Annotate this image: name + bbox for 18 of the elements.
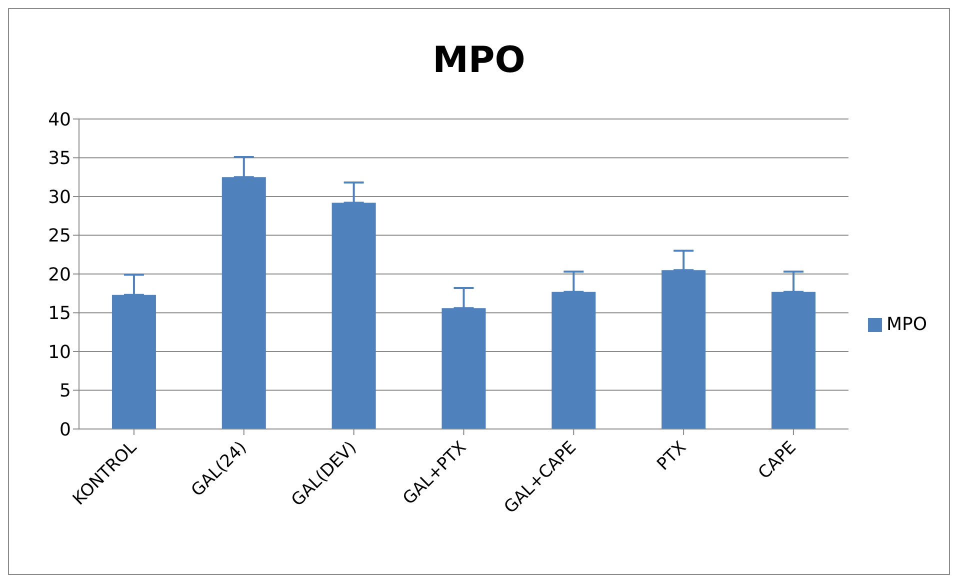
bar (442, 308, 486, 429)
y-tick-label: 20 (48, 264, 71, 286)
y-tick-label: 5 (60, 380, 71, 402)
bar (222, 177, 266, 429)
legend-label: MPO (886, 314, 927, 334)
bar (552, 292, 596, 429)
bar (112, 294, 156, 429)
chart-title: MPO (432, 39, 526, 81)
y-tick-label: 10 (48, 342, 71, 363)
bar (662, 270, 706, 429)
bar (771, 292, 816, 429)
bar (332, 202, 376, 429)
y-tick-label: 25 (48, 226, 71, 247)
y-tick-label: 40 (48, 109, 71, 130)
y-tick-label: 30 (48, 186, 71, 208)
y-tick-label: 35 (48, 148, 71, 170)
y-tick-label: 15 (48, 303, 71, 324)
y-tick-label: 0 (60, 419, 71, 440)
